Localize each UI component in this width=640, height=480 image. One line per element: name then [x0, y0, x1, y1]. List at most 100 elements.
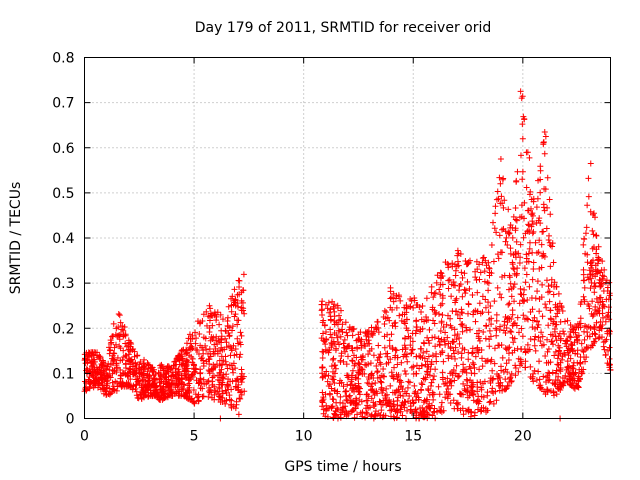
y-tick-label: 0.4 — [52, 231, 74, 247]
data-point — [168, 365, 175, 372]
data-point — [518, 95, 525, 102]
data-point — [127, 376, 134, 383]
data-point — [218, 327, 225, 334]
data-point — [337, 307, 344, 314]
data-point — [425, 337, 432, 344]
data-point — [377, 351, 384, 358]
data-point — [104, 372, 111, 379]
data-point — [87, 381, 94, 388]
data-point — [420, 339, 427, 346]
data-point — [171, 358, 178, 365]
data-point — [343, 361, 350, 368]
data-point — [466, 363, 473, 370]
data-point — [561, 379, 568, 386]
data-point — [199, 354, 206, 361]
data-point — [486, 316, 493, 323]
data-point — [401, 368, 408, 375]
data-point — [238, 332, 245, 339]
data-point — [383, 391, 390, 398]
data-point — [530, 259, 537, 266]
data-point — [542, 353, 549, 360]
data-point — [125, 337, 132, 344]
data-point — [519, 176, 526, 183]
data-point — [345, 343, 352, 350]
data-point — [444, 312, 451, 319]
data-point — [331, 341, 338, 348]
data-point — [155, 369, 162, 376]
data-point — [349, 347, 356, 354]
data-point — [555, 290, 562, 297]
data-point — [331, 387, 338, 394]
data-point — [337, 333, 344, 340]
data-point — [319, 348, 326, 355]
data-point — [531, 336, 538, 343]
data-point — [457, 281, 464, 288]
data-point — [408, 350, 415, 357]
data-point — [223, 371, 230, 378]
data-point — [336, 327, 343, 334]
data-point — [582, 358, 589, 365]
data-point — [107, 337, 114, 344]
data-point — [449, 260, 456, 267]
data-point — [584, 202, 591, 209]
data-point — [209, 378, 216, 385]
data-point — [126, 365, 133, 372]
data-point — [374, 375, 381, 382]
data-point — [236, 277, 243, 284]
data-point — [581, 284, 588, 291]
data-point — [127, 384, 134, 391]
data-point — [547, 315, 554, 322]
data-point — [528, 211, 535, 218]
data-point — [604, 328, 611, 335]
data-point — [510, 320, 517, 327]
data-point — [435, 383, 442, 390]
data-point — [224, 314, 231, 321]
data-point — [544, 204, 551, 211]
data-point — [534, 324, 541, 331]
data-point — [522, 358, 529, 365]
data-point — [545, 322, 552, 329]
data-point — [106, 385, 113, 392]
data-point — [219, 398, 226, 405]
data-point — [521, 265, 528, 272]
data-point — [337, 377, 344, 384]
data-point — [551, 279, 558, 286]
data-point — [112, 341, 119, 348]
data-point — [438, 318, 445, 325]
data-point — [487, 303, 494, 310]
data-point — [151, 391, 158, 398]
data-point — [213, 317, 220, 324]
data-point — [485, 309, 492, 316]
data-point — [486, 327, 493, 334]
data-point — [451, 332, 458, 339]
data-point — [533, 318, 540, 325]
data-point — [463, 324, 470, 331]
data-point — [195, 397, 202, 404]
data-point — [117, 367, 124, 374]
data-point — [606, 364, 613, 371]
data-point — [596, 310, 603, 317]
data-point — [447, 400, 454, 407]
y-tick-label: 0 — [66, 412, 75, 428]
data-point — [438, 399, 445, 406]
data-point — [562, 338, 569, 345]
data-point — [107, 347, 114, 354]
data-point — [541, 128, 548, 135]
data-point — [474, 346, 481, 353]
data-point — [504, 315, 511, 322]
data-point — [492, 210, 499, 217]
data-point — [545, 283, 552, 290]
data-point — [229, 293, 236, 300]
x-tick-label: 5 — [190, 429, 199, 445]
data-point — [144, 371, 151, 378]
data-point — [354, 401, 361, 408]
data-point — [430, 376, 437, 383]
data-point — [327, 306, 334, 313]
data-point — [541, 253, 548, 260]
data-point — [537, 189, 544, 196]
data-point — [364, 410, 371, 417]
data-point — [319, 364, 326, 371]
data-point — [539, 253, 546, 260]
data-point — [526, 239, 533, 246]
data-point — [344, 353, 351, 360]
